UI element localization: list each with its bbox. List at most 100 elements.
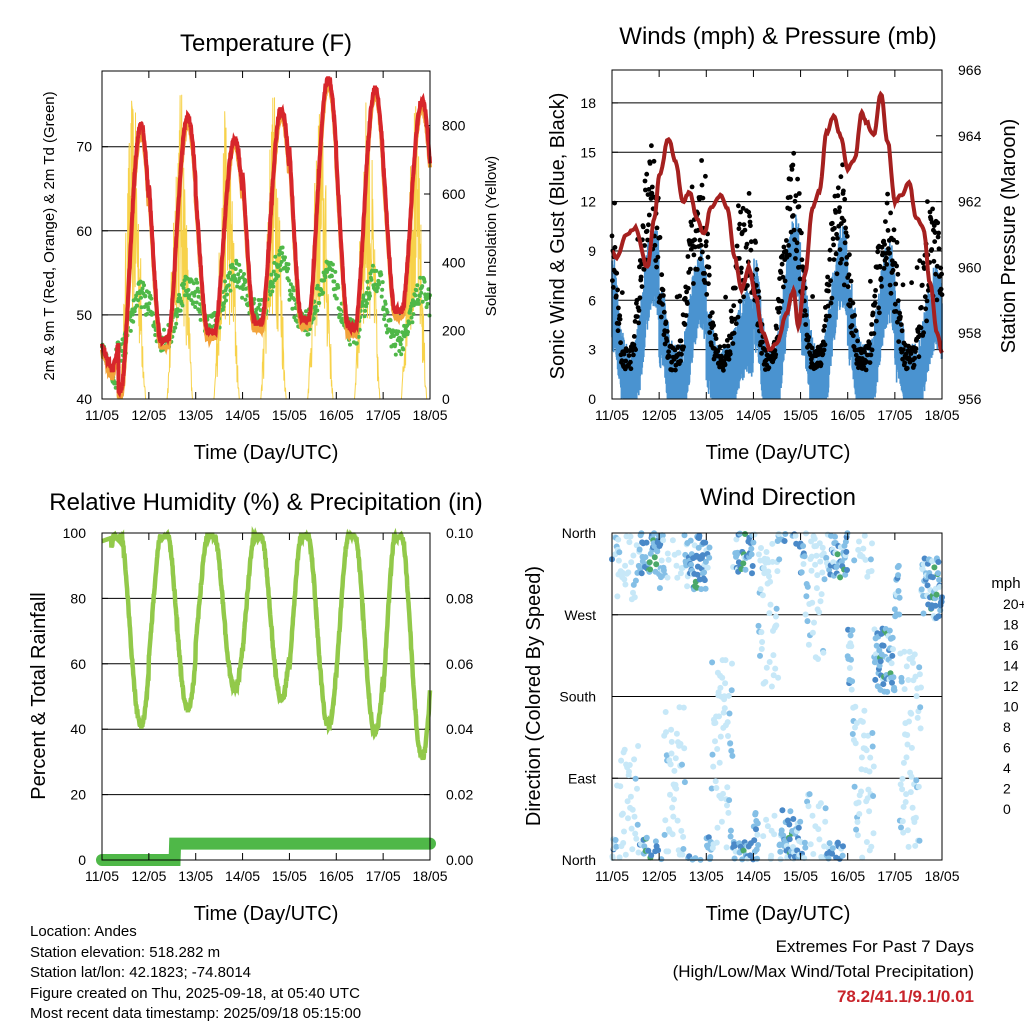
wind-direction-point [912, 673, 919, 680]
wind-direction-point [861, 532, 868, 539]
wind-direction-point [924, 582, 931, 589]
wind-direction-point [822, 805, 829, 812]
wind-direction-point [795, 824, 802, 831]
dewpoint-point [360, 299, 365, 304]
wind-direction-point [759, 592, 766, 599]
wind-direction-point [759, 639, 766, 645]
wind-direction-point [621, 576, 628, 583]
wind-direction-point [866, 768, 873, 775]
wind-direction-point [802, 844, 809, 851]
solar-ytick-label: 200 [442, 323, 466, 339]
gust-point [685, 301, 690, 306]
temperature-panel: Temperature (F) 40 50 60 70 0 200 400 600 800 11/… [41, 30, 500, 464]
dewpoint-point [143, 294, 148, 298]
wind-direction-point [763, 816, 770, 823]
gust-point [863, 367, 869, 373]
wind-direction-point [854, 832, 861, 839]
wind-direction-point [717, 684, 724, 691]
dewpoint-point [330, 268, 335, 273]
gust-point [846, 272, 852, 278]
wind-direction-point [866, 808, 873, 815]
wind-direction-point [694, 571, 701, 578]
dewpoint-point [139, 295, 143, 300]
dewpoint-point [175, 314, 180, 319]
wind-direction-point [721, 705, 728, 712]
dewpoint-point [306, 332, 311, 337]
wind-direction-point [840, 843, 846, 850]
gust-point [760, 339, 765, 345]
gust-point [884, 262, 890, 267]
wind-direction-point [668, 726, 675, 733]
gust-point [849, 323, 855, 328]
precip-ytick-label: 0.02 [446, 787, 473, 803]
gust-point [616, 321, 622, 326]
gust-point [736, 203, 741, 209]
wind-direction-point [806, 791, 813, 798]
gust-point [774, 326, 779, 331]
gust-point [890, 267, 896, 273]
wind-direction-point [856, 538, 862, 545]
wind-direction-point [873, 642, 880, 649]
gust-point [840, 162, 845, 168]
gust-point [706, 264, 712, 270]
wind-direction-point [750, 539, 757, 546]
gust-point [619, 290, 625, 295]
wind-direction-point [903, 663, 910, 670]
wind-direction-point [754, 855, 761, 862]
gust-point [678, 358, 683, 364]
gust-point [781, 244, 787, 250]
wind-direction-point [916, 664, 923, 671]
dewpoint-point [222, 295, 227, 299]
speed-colorbar: 0 2 4 6 8 10 12 14 16 18 20+ [1003, 596, 1024, 817]
gust-point [655, 254, 661, 260]
wind-direction-point [889, 652, 896, 659]
wind-direction-point [803, 593, 810, 600]
dewpoint-point [385, 310, 390, 315]
wind-direction-point [810, 851, 817, 857]
wind-direction-point [763, 549, 770, 555]
wind-direction-point [712, 778, 719, 785]
wind-direction-point [773, 605, 780, 612]
dewpoint-point [398, 342, 403, 347]
dewpoint-point [292, 297, 297, 302]
wind-direction-point [797, 818, 804, 825]
wind-direction-point [908, 773, 915, 780]
wind-direction-point [849, 627, 856, 634]
wind-direction-point [749, 570, 755, 577]
wind-direction-point [820, 649, 827, 656]
wind-direction-point [621, 746, 628, 753]
gust-point [748, 239, 754, 245]
wind-direction-point [622, 562, 629, 569]
wind-direction-point [740, 847, 747, 854]
wind-direction-point [680, 833, 687, 840]
winds-xtick-label: 12/05 [642, 407, 677, 423]
wind-direction-point [801, 839, 808, 846]
wind-direction-point [771, 812, 778, 819]
wind-direction-point [714, 824, 721, 831]
gust-point [619, 358, 625, 364]
wind-direction-point [664, 574, 671, 581]
wind-direction-point [918, 586, 925, 593]
wind-direction-point [932, 602, 939, 609]
winds-plot-area: 0 3 6 9 12 15 18 956 958 960 962 964 966 11/05 12/05 13… [580, 62, 981, 423]
gust-point [631, 352, 636, 358]
gust-point [920, 260, 926, 266]
wind-direction-point [647, 566, 654, 573]
dewpoint-point [268, 292, 273, 297]
wind-direction-point [858, 754, 865, 761]
gust-point [865, 352, 870, 358]
dewpoint-point [289, 292, 294, 297]
wind-direction-point [863, 839, 870, 845]
wind-direction-point [901, 686, 908, 693]
wind-direction-point [676, 704, 683, 711]
dewpoint-point [128, 328, 133, 333]
dewpoint-point [269, 272, 274, 277]
dewpoint-point [375, 285, 380, 290]
wind-direction-point [723, 844, 730, 851]
gust-point [843, 230, 849, 236]
wind-direction-point [904, 827, 911, 834]
gust-point [852, 313, 857, 318]
dewpoint-point [410, 320, 415, 325]
wind-direction-point [698, 586, 705, 593]
wind-direction-point [669, 537, 676, 544]
